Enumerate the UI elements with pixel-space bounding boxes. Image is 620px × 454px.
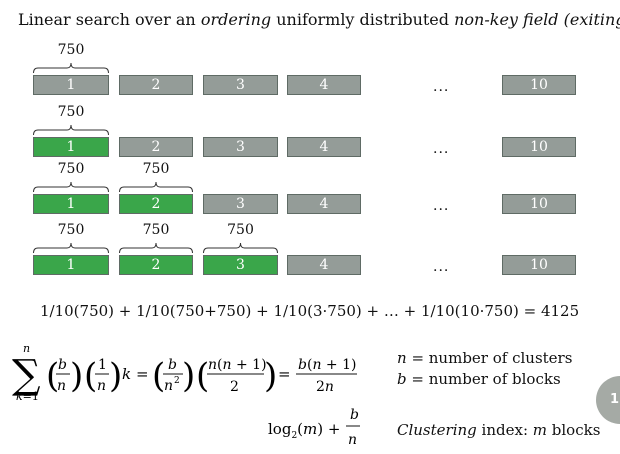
ellipsis: ... [433,79,450,95]
expected-cost-formula: 1/10(750) + 1/10(750+750) + 1/10(3·750) … [40,302,580,320]
block-1: 1 [33,75,109,95]
read-block-3: 3 [203,255,278,275]
svg-text:=: = [278,365,291,383]
brace-value: 750 [57,42,85,58]
block-4: 4 [287,137,361,157]
page-badge: 1 [596,376,620,424]
block-3: 3 [203,137,278,157]
block-2: 2 [119,75,193,95]
svg-text:log2(m) +: log2(m) + [268,420,340,441]
svg-text:n: n [23,342,30,355]
read-block-1: 1 [33,137,109,157]
svg-text:n: n [348,432,357,448]
svg-text:=: = [136,365,149,383]
block-4: 4 [287,75,361,95]
block-4: 4 [287,255,361,275]
block-10: 10 [502,255,576,275]
svg-text:n(n + 1): n(n + 1) [208,357,267,373]
block-2: 2 [119,137,193,157]
brace-value: 750 [142,222,170,238]
block-10: 10 [502,137,576,157]
read-block-2: 2 [119,194,193,214]
block-10: 10 [502,194,576,214]
svg-text:k=1: k=1 [16,390,39,403]
brace [203,242,278,254]
svg-text:(: ( [152,356,165,396]
brace [33,124,109,136]
svg-text:k: k [122,365,131,383]
brace-value: 750 [57,104,85,120]
clustering-index-formula: log2(m) + b n [268,407,360,448]
read-block-1: 1 [33,255,109,275]
def-b: b = number of blocks [397,370,561,388]
brace [33,62,109,74]
svg-text:b: b [168,357,177,373]
svg-text:2: 2 [230,379,239,395]
clustering-index-label: Clustering index: m blocks [397,421,601,439]
svg-text:2n: 2n [316,379,334,395]
read-block-2: 2 [119,255,193,275]
slide-title: Linear search over an ordering uniformly… [18,10,620,29]
svg-text:b: b [58,357,67,373]
brace-value: 750 [57,222,85,238]
read-block-1: 1 [33,194,109,214]
brace [119,242,193,254]
brace-value: 750 [142,161,170,177]
block-4: 4 [287,194,361,214]
svg-text:1: 1 [98,357,107,373]
svg-text:(: ( [196,356,209,396]
brace [119,181,193,193]
summation-formula: ∑ n k=1 ( b n ) ( 1 n ) k = ( b n 2 ) ( … [12,342,357,403]
brace-value: 750 [227,222,254,238]
svg-text:(: ( [84,356,97,396]
svg-text:): ) [264,356,277,396]
brace [33,181,109,193]
svg-text:): ) [109,356,122,396]
block-3: 3 [203,194,278,214]
svg-text:n: n [164,378,173,394]
block-10: 10 [502,75,576,95]
svg-text:2: 2 [174,376,180,386]
ellipsis: ... [433,198,450,214]
svg-text:): ) [182,356,195,396]
ellipsis: ... [433,259,450,275]
def-n: n = number of clusters [397,349,573,367]
svg-text:b: b [350,407,359,423]
brace-value: 750 [57,161,85,177]
svg-text:(: ( [46,356,59,396]
svg-text:b(n + 1): b(n + 1) [298,357,356,373]
svg-text:∑: ∑ [12,352,41,398]
block-3: 3 [203,75,278,95]
ellipsis: ... [433,141,450,157]
svg-text:): ) [70,356,83,396]
svg-text:n: n [97,378,106,394]
brace [33,242,109,254]
svg-text:n: n [57,378,66,394]
